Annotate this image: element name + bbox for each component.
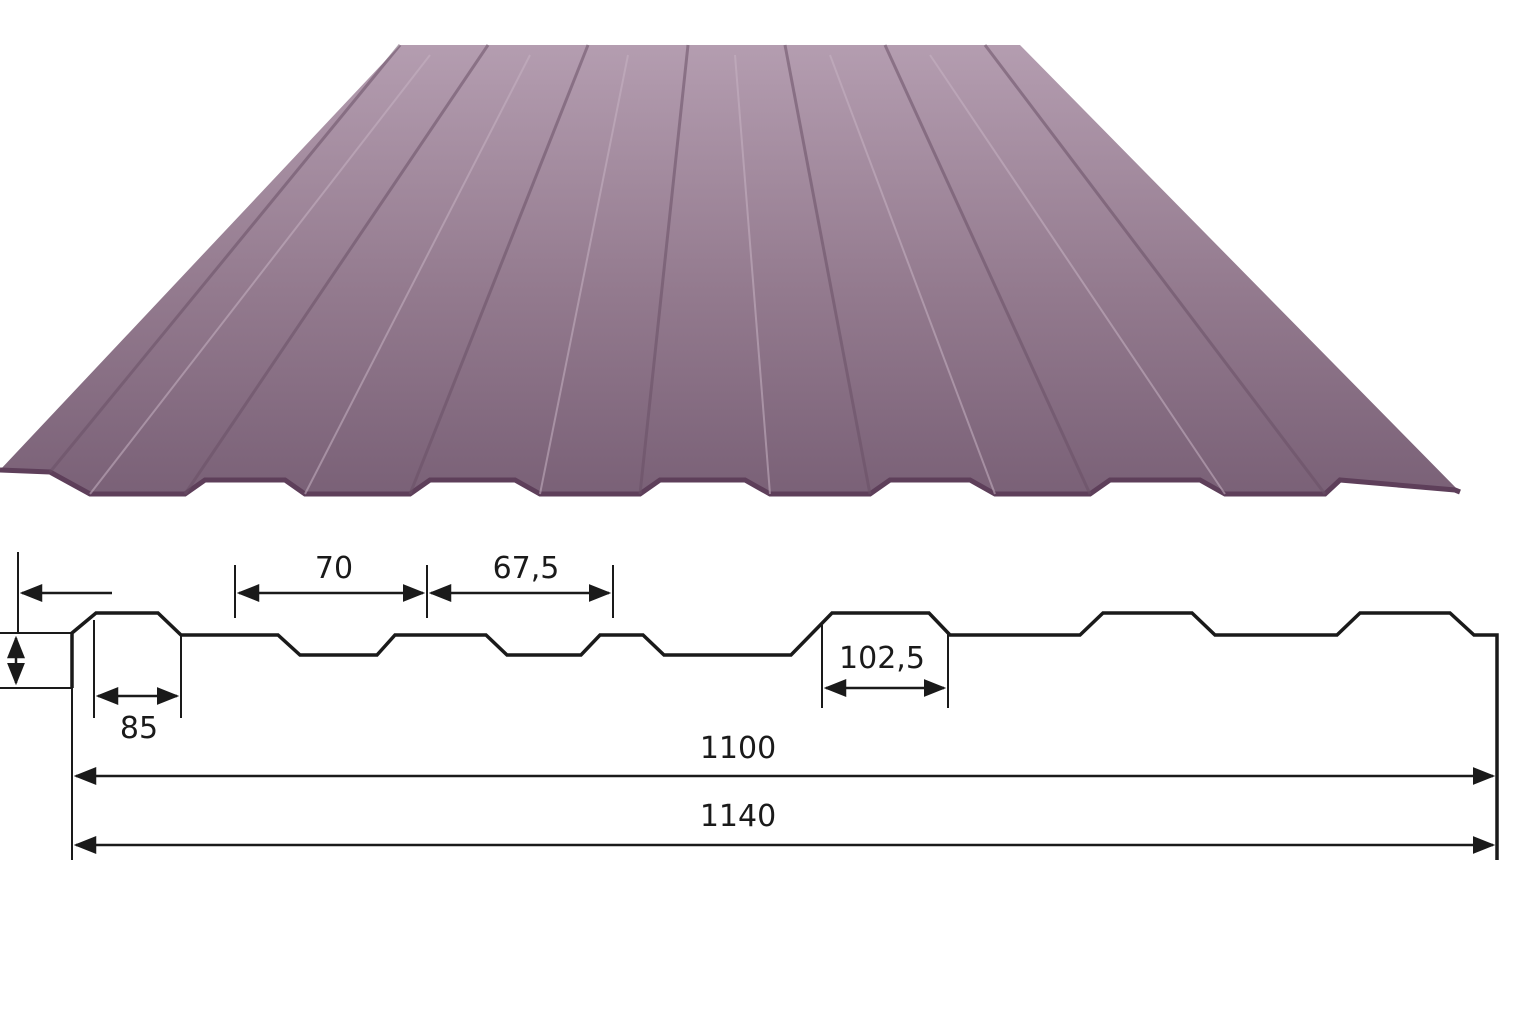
sheet-surface	[0, 45, 1460, 494]
dimension-85: 85	[94, 620, 181, 746]
dimension-label-85: 85	[120, 711, 158, 746]
dimension-1140: 1140	[72, 688, 1493, 860]
dimension-label-102-5: 102,5	[839, 641, 925, 676]
sheet-render	[0, 45, 1460, 494]
dimension-1100: 1100	[76, 731, 1493, 776]
dimension-67-5: 67,5	[431, 551, 613, 618]
dimension-70: 70	[235, 551, 427, 618]
dimension-label-70: 70	[315, 551, 353, 586]
dimension-label-1140: 1140	[700, 799, 776, 834]
dimension-label-67-5: 67,5	[493, 551, 560, 586]
cross-section-profile	[72, 613, 1497, 860]
dimension-label-1100: 1100	[700, 731, 776, 766]
dimension-102-5: 102,5	[822, 625, 948, 708]
height-dimension	[0, 552, 112, 688]
